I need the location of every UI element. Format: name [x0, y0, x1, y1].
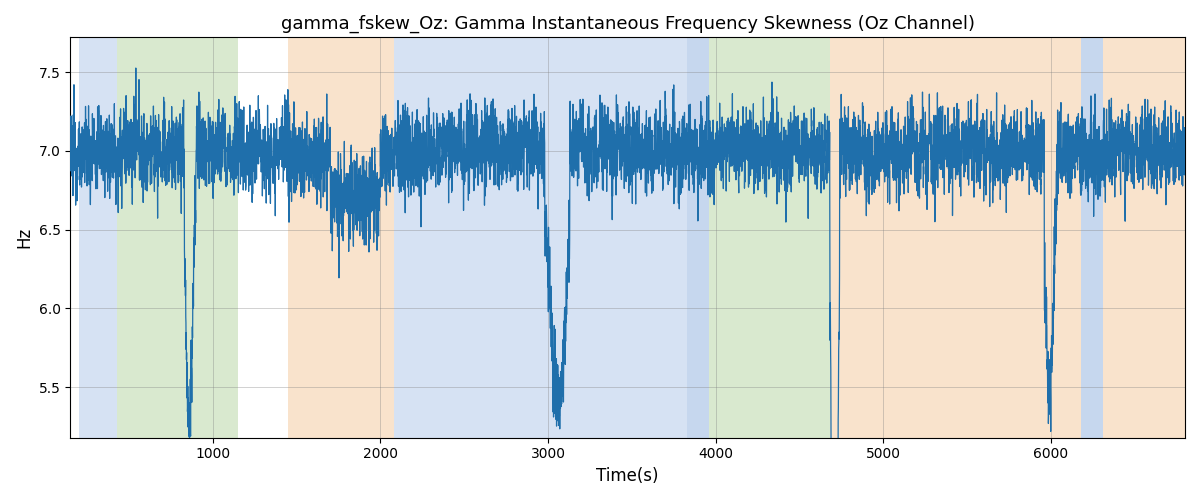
Bar [854, 38, 1081, 438]
Bar [709, 38, 829, 438]
Title: gamma_fskew_Oz: Gamma Instantaneous Frequency Skewness (Oz Channel): gamma_fskew_Oz: Gamma Instantaneous Freq… [281, 15, 974, 34]
Bar [118, 38, 238, 438]
Y-axis label: Hz: Hz [16, 227, 34, 248]
Bar [1103, 38, 1193, 438]
Bar [829, 38, 854, 438]
Bar [79, 38, 118, 438]
Bar [688, 38, 709, 438]
Bar [394, 38, 688, 438]
X-axis label: Time(s): Time(s) [596, 467, 659, 485]
Bar [288, 38, 394, 438]
Bar [1081, 38, 1103, 438]
